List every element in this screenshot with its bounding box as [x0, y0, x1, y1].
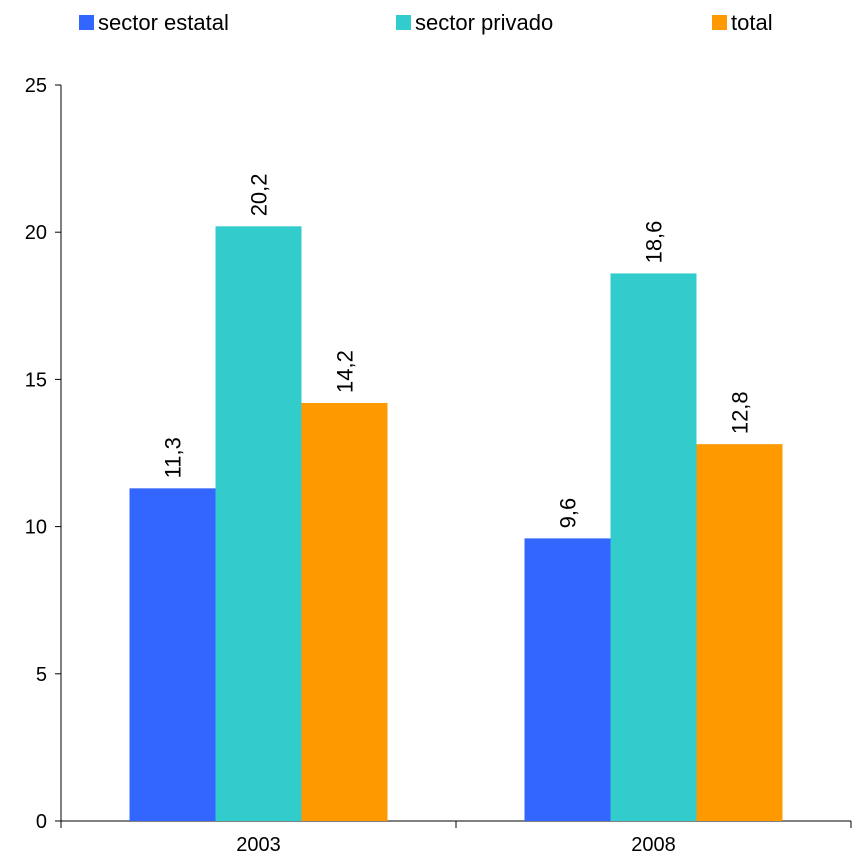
data-label: 12,8 — [728, 391, 753, 434]
bar — [215, 226, 302, 821]
data-label: 18,6 — [642, 221, 667, 264]
data-labels: 11,3 20,2 14,2 9,6 18,6 12,8 — [161, 173, 753, 528]
y-tick-label: 25 — [25, 75, 47, 97]
y-tick-label: 20 — [25, 222, 47, 244]
data-label: 11,3 — [161, 437, 186, 478]
legend-swatch — [712, 15, 727, 30]
bars — [129, 226, 783, 821]
bar — [129, 488, 216, 821]
bar — [524, 538, 611, 821]
y-tick-label: 5 — [36, 664, 47, 686]
legend: sector estatal sector privado total — [79, 10, 773, 35]
data-label: 14,2 — [333, 350, 358, 393]
bar — [696, 444, 783, 821]
bar — [610, 273, 697, 821]
y-tick-label: 15 — [25, 369, 47, 391]
legend-label: total — [731, 10, 773, 35]
legend-label: sector estatal — [98, 10, 229, 35]
data-label: 20,2 — [247, 173, 272, 216]
legend-swatch — [396, 15, 411, 30]
y-tick-label: 10 — [25, 517, 47, 539]
data-label: 9,6 — [556, 498, 581, 529]
y-axis: 0 5 10 15 20 25 — [25, 75, 62, 833]
bar — [301, 402, 388, 821]
x-tick-label: 2003 — [236, 834, 281, 856]
legend-swatch — [79, 15, 94, 30]
y-tick-label: 0 — [36, 811, 47, 833]
legend-label: sector privado — [415, 10, 553, 35]
x-axis: 2003 2008 — [60, 820, 852, 856]
x-tick-label: 2008 — [631, 834, 676, 856]
